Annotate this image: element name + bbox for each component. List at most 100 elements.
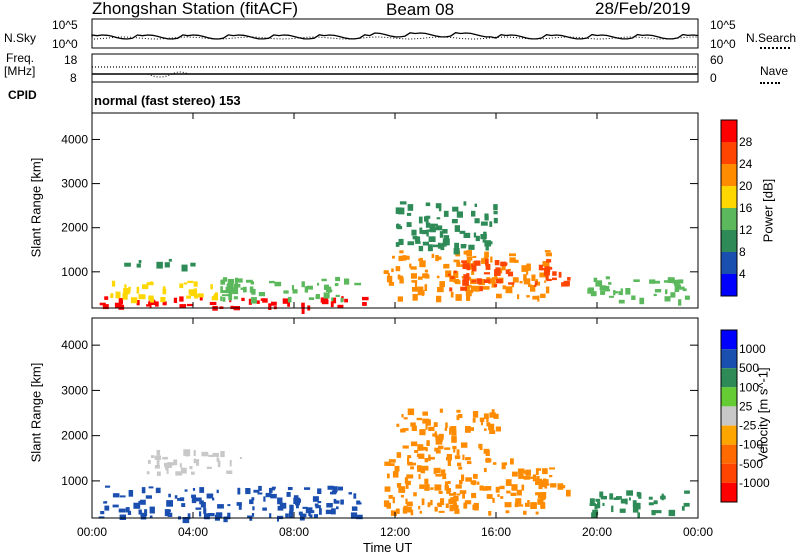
scatter-cell (440, 243, 445, 251)
scatter-cell (465, 426, 471, 433)
freq-unit: [MHz] (4, 64, 36, 78)
scatter-cell (162, 286, 166, 290)
cpid-label: CPID (8, 88, 37, 102)
scatter-cell (558, 271, 562, 278)
scatter-cell (400, 494, 404, 498)
colorbar-segment (721, 120, 737, 142)
scatter-cell (589, 498, 595, 505)
scatter-cell (331, 490, 338, 494)
scatter-cell (269, 513, 272, 518)
scatter-cell (482, 239, 486, 243)
scatter-cell (418, 474, 421, 480)
scatter-cell (249, 499, 254, 505)
nave-tick-bottom: 0 (710, 71, 717, 85)
scatter-cell (476, 481, 480, 485)
scatter-cell (414, 450, 419, 453)
scatter-cell (289, 504, 294, 512)
scatter-cell (485, 244, 489, 251)
scatter-cell (463, 250, 467, 255)
scatter-cell (435, 440, 443, 445)
scatter-cell (683, 502, 690, 507)
scatter-cell (225, 287, 231, 294)
scatter-cell (335, 276, 340, 282)
scatter-cell (483, 272, 490, 275)
colorbar-tick-label: 8 (739, 245, 746, 259)
x-tick-label: 20:00 (582, 525, 612, 539)
scatter-cell (485, 258, 489, 266)
scatter-cell (437, 502, 442, 507)
scatter-cell (500, 263, 507, 267)
scatter-cell (479, 286, 483, 292)
scatter-cell (495, 486, 500, 493)
scatter-cell (146, 304, 149, 307)
scatter-cell (407, 204, 414, 211)
scatter-cell (432, 433, 438, 437)
scatter-cell (114, 302, 122, 308)
colorbar-segment (721, 444, 737, 464)
colorbar-segment (721, 164, 737, 186)
scatter-cell (112, 493, 120, 498)
scatter-cell (160, 297, 166, 303)
scatter-cell (119, 514, 126, 520)
scatter-cell (421, 465, 429, 471)
colorbar-segment (721, 368, 737, 388)
x-tick-label: 08:00 (279, 525, 309, 539)
scatter-cell (315, 505, 321, 509)
scatter-cell (501, 266, 506, 271)
scatter-cell (456, 409, 461, 413)
scatter-cell (199, 296, 203, 301)
scatter-cell (396, 224, 401, 228)
scatter-cell (392, 255, 395, 259)
scatter-cell (183, 449, 191, 456)
scatter-cell (130, 297, 138, 304)
scatter-cell (445, 243, 450, 246)
scatter-cell (618, 291, 622, 295)
scatter-cell (140, 499, 146, 505)
colorbar-segment (721, 274, 737, 296)
nsearch-label: N.Search (746, 31, 797, 45)
scatter-cell (599, 491, 604, 498)
scatter-cell (181, 503, 186, 507)
scatter-cell (272, 486, 276, 489)
scatter-cell (493, 204, 498, 211)
scatter-cell (206, 466, 212, 469)
scatter-cell (412, 287, 418, 292)
nave-label: Nave (760, 64, 789, 78)
scatter-cell (619, 508, 626, 513)
scatter-cell (562, 485, 566, 489)
scatter-cell (597, 501, 601, 509)
scatter-cell (537, 498, 544, 505)
scatter-cell (249, 286, 254, 293)
scatter-cell (398, 486, 406, 493)
scatter-cell (549, 475, 553, 478)
scatter-cell (424, 478, 429, 485)
scatter-cell (545, 252, 552, 257)
scatter-cell (611, 505, 614, 513)
scatter-cell (472, 261, 476, 266)
scatter-cell (438, 510, 445, 513)
x-tick-label: 12:00 (380, 525, 410, 539)
scatter-cell (505, 269, 510, 274)
scatter-cell (416, 453, 424, 458)
scatter-cell (493, 211, 498, 215)
freq-label: Freq. (6, 51, 35, 65)
scatter-cell (540, 293, 546, 298)
freq-tick-bottom: 8 (70, 71, 77, 85)
scatter-cell (220, 279, 226, 285)
scatter-cell (479, 485, 484, 491)
scatter-cell (534, 281, 538, 285)
scatter-cell (456, 449, 460, 456)
scatter-cell (128, 490, 134, 497)
colorbar-tick-label: 100 (739, 380, 759, 394)
scatter-cell (192, 488, 196, 491)
scatter-cell (208, 454, 215, 457)
scatter-cell (531, 274, 536, 281)
scatter-cell (336, 506, 339, 510)
scatter-cell (208, 513, 215, 517)
scatter-cell (453, 495, 459, 502)
scatter-cell (671, 277, 674, 283)
scatter-cell (552, 277, 557, 281)
scatter-cell (455, 294, 462, 301)
scatter-cell (331, 508, 336, 515)
scatter-cell (418, 505, 421, 510)
